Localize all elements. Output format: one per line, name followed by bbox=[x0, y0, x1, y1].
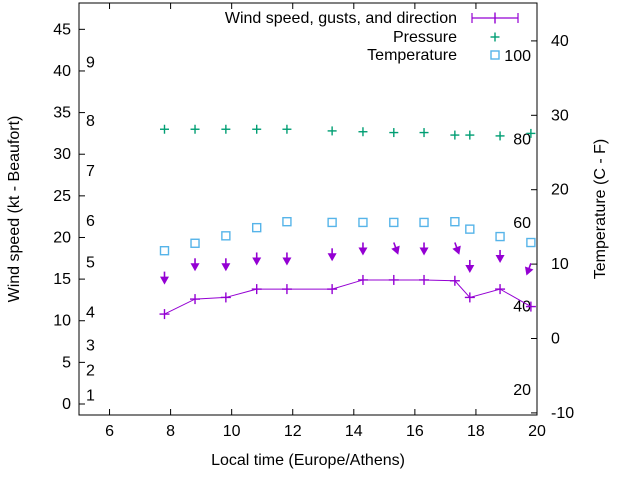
y-right-tick-label: 0 bbox=[551, 331, 560, 348]
y-left-tick-label: 5 bbox=[62, 354, 71, 371]
x-axis-label: Local time (Europe/Athens) bbox=[211, 452, 405, 469]
y-left-tick-label: 20 bbox=[53, 229, 71, 246]
temperature-point-marker bbox=[358, 217, 368, 228]
wind-direction-arrow bbox=[282, 252, 292, 266]
wind-direction-arrow bbox=[358, 247, 368, 256]
wind-direction-arrow bbox=[452, 245, 461, 255]
fahrenheit-label: 40 bbox=[513, 299, 531, 316]
wind-direction-arrow bbox=[495, 249, 505, 263]
fahrenheit-label: 100 bbox=[504, 48, 531, 65]
beaufort-label: 5 bbox=[86, 254, 95, 271]
y-left-tick-label: 40 bbox=[53, 63, 71, 80]
temperature-point-marker bbox=[221, 231, 231, 241]
wind-direction-arrow bbox=[465, 264, 475, 273]
y-right-tick-label: -10 bbox=[551, 405, 574, 422]
beaufort-label: 1 bbox=[86, 388, 95, 405]
x-tick-label: 14 bbox=[345, 423, 363, 440]
wind-direction-arrow bbox=[452, 242, 461, 255]
plot-border bbox=[78, 2, 538, 416]
y-left-tick-label: 25 bbox=[53, 188, 71, 205]
legend-label-wind: Wind speed, gusts, and direction bbox=[224, 10, 457, 27]
legend-label-temperature: Temperature bbox=[367, 47, 457, 64]
fahrenheit-label: 60 bbox=[513, 215, 531, 232]
wind-direction-arrow bbox=[190, 258, 200, 272]
x-tick-label: 18 bbox=[467, 423, 485, 440]
beaufort-label: 2 bbox=[86, 363, 95, 380]
y-axis-left-label: Wind speed (kt - Beaufort) bbox=[6, 115, 23, 303]
wind-direction-arrow bbox=[282, 257, 292, 266]
y-axis-right-label: Temperature (C - F) bbox=[592, 138, 609, 280]
y-left-tick-label: 0 bbox=[62, 396, 71, 413]
wind-direction-arrow bbox=[190, 263, 200, 272]
wind-direction-arrow bbox=[465, 259, 475, 273]
y-left-tick-label: 30 bbox=[53, 146, 71, 163]
beaufort-label: 7 bbox=[86, 163, 95, 180]
wind-speed-line bbox=[164, 279, 532, 315]
beaufort-label: 3 bbox=[86, 338, 95, 355]
wind-direction-arrow bbox=[495, 254, 505, 263]
y-right-tick-label: 20 bbox=[551, 182, 569, 199]
temperature-point-marker bbox=[419, 217, 429, 228]
beaufort-label: 8 bbox=[86, 113, 95, 130]
y-left-tick-label: 45 bbox=[53, 21, 71, 38]
x-tick-label: 16 bbox=[406, 423, 424, 440]
temperature-point-marker bbox=[526, 237, 536, 248]
y-right-tick-label: 40 bbox=[551, 33, 569, 50]
wind-direction-arrow bbox=[419, 247, 429, 256]
temperature-point-marker bbox=[327, 217, 337, 228]
temperature-point-marker bbox=[252, 222, 262, 233]
wind-direction-arrow bbox=[221, 258, 231, 272]
x-tick-label: 20 bbox=[528, 423, 546, 440]
x-tick-label: 12 bbox=[284, 423, 302, 440]
x-tick-label: 8 bbox=[166, 423, 175, 440]
temperature-point-marker bbox=[159, 246, 170, 256]
wind-direction-arrow bbox=[524, 263, 534, 276]
wind-direction-arrow bbox=[327, 248, 337, 262]
wind-direction-arrow bbox=[221, 263, 231, 272]
y-right-tick-label: 30 bbox=[551, 107, 569, 124]
temperature-point-marker bbox=[282, 216, 292, 227]
temperature-point-marker bbox=[450, 216, 460, 227]
wind-direction-arrow bbox=[159, 276, 169, 285]
legend-temperature-sample bbox=[490, 50, 500, 60]
wind-direction-arrow bbox=[159, 271, 169, 285]
wind-direction-arrow bbox=[327, 253, 337, 262]
temperature-point-marker bbox=[465, 224, 475, 234]
wind-direction-arrow bbox=[524, 266, 534, 276]
wind-direction-arrow bbox=[419, 242, 429, 256]
wind-direction-arrow bbox=[358, 242, 368, 256]
fahrenheit-label: 20 bbox=[513, 382, 531, 399]
x-tick-label: 10 bbox=[223, 423, 241, 440]
y-left-tick-label: 35 bbox=[53, 105, 71, 122]
temperature-point-marker bbox=[389, 217, 399, 228]
beaufort-label: 4 bbox=[86, 304, 95, 321]
y-left-tick-label: 10 bbox=[53, 313, 71, 330]
x-tick-label: 6 bbox=[105, 423, 114, 440]
temperature-point-marker bbox=[495, 231, 505, 242]
wind-direction-arrow bbox=[391, 245, 400, 255]
y-left-tick-label: 15 bbox=[53, 271, 71, 288]
fahrenheit-label: 80 bbox=[513, 132, 531, 149]
wind-direction-arrow bbox=[391, 242, 400, 255]
wind-direction-arrow bbox=[252, 257, 262, 266]
legend-label-pressure: Pressure bbox=[392, 29, 457, 46]
y-right-tick-label: 10 bbox=[551, 256, 569, 273]
temperature-point-marker bbox=[190, 238, 200, 248]
beaufort-label: 6 bbox=[86, 213, 95, 230]
beaufort-label: 9 bbox=[86, 55, 95, 72]
wind-direction-arrow bbox=[252, 252, 262, 266]
